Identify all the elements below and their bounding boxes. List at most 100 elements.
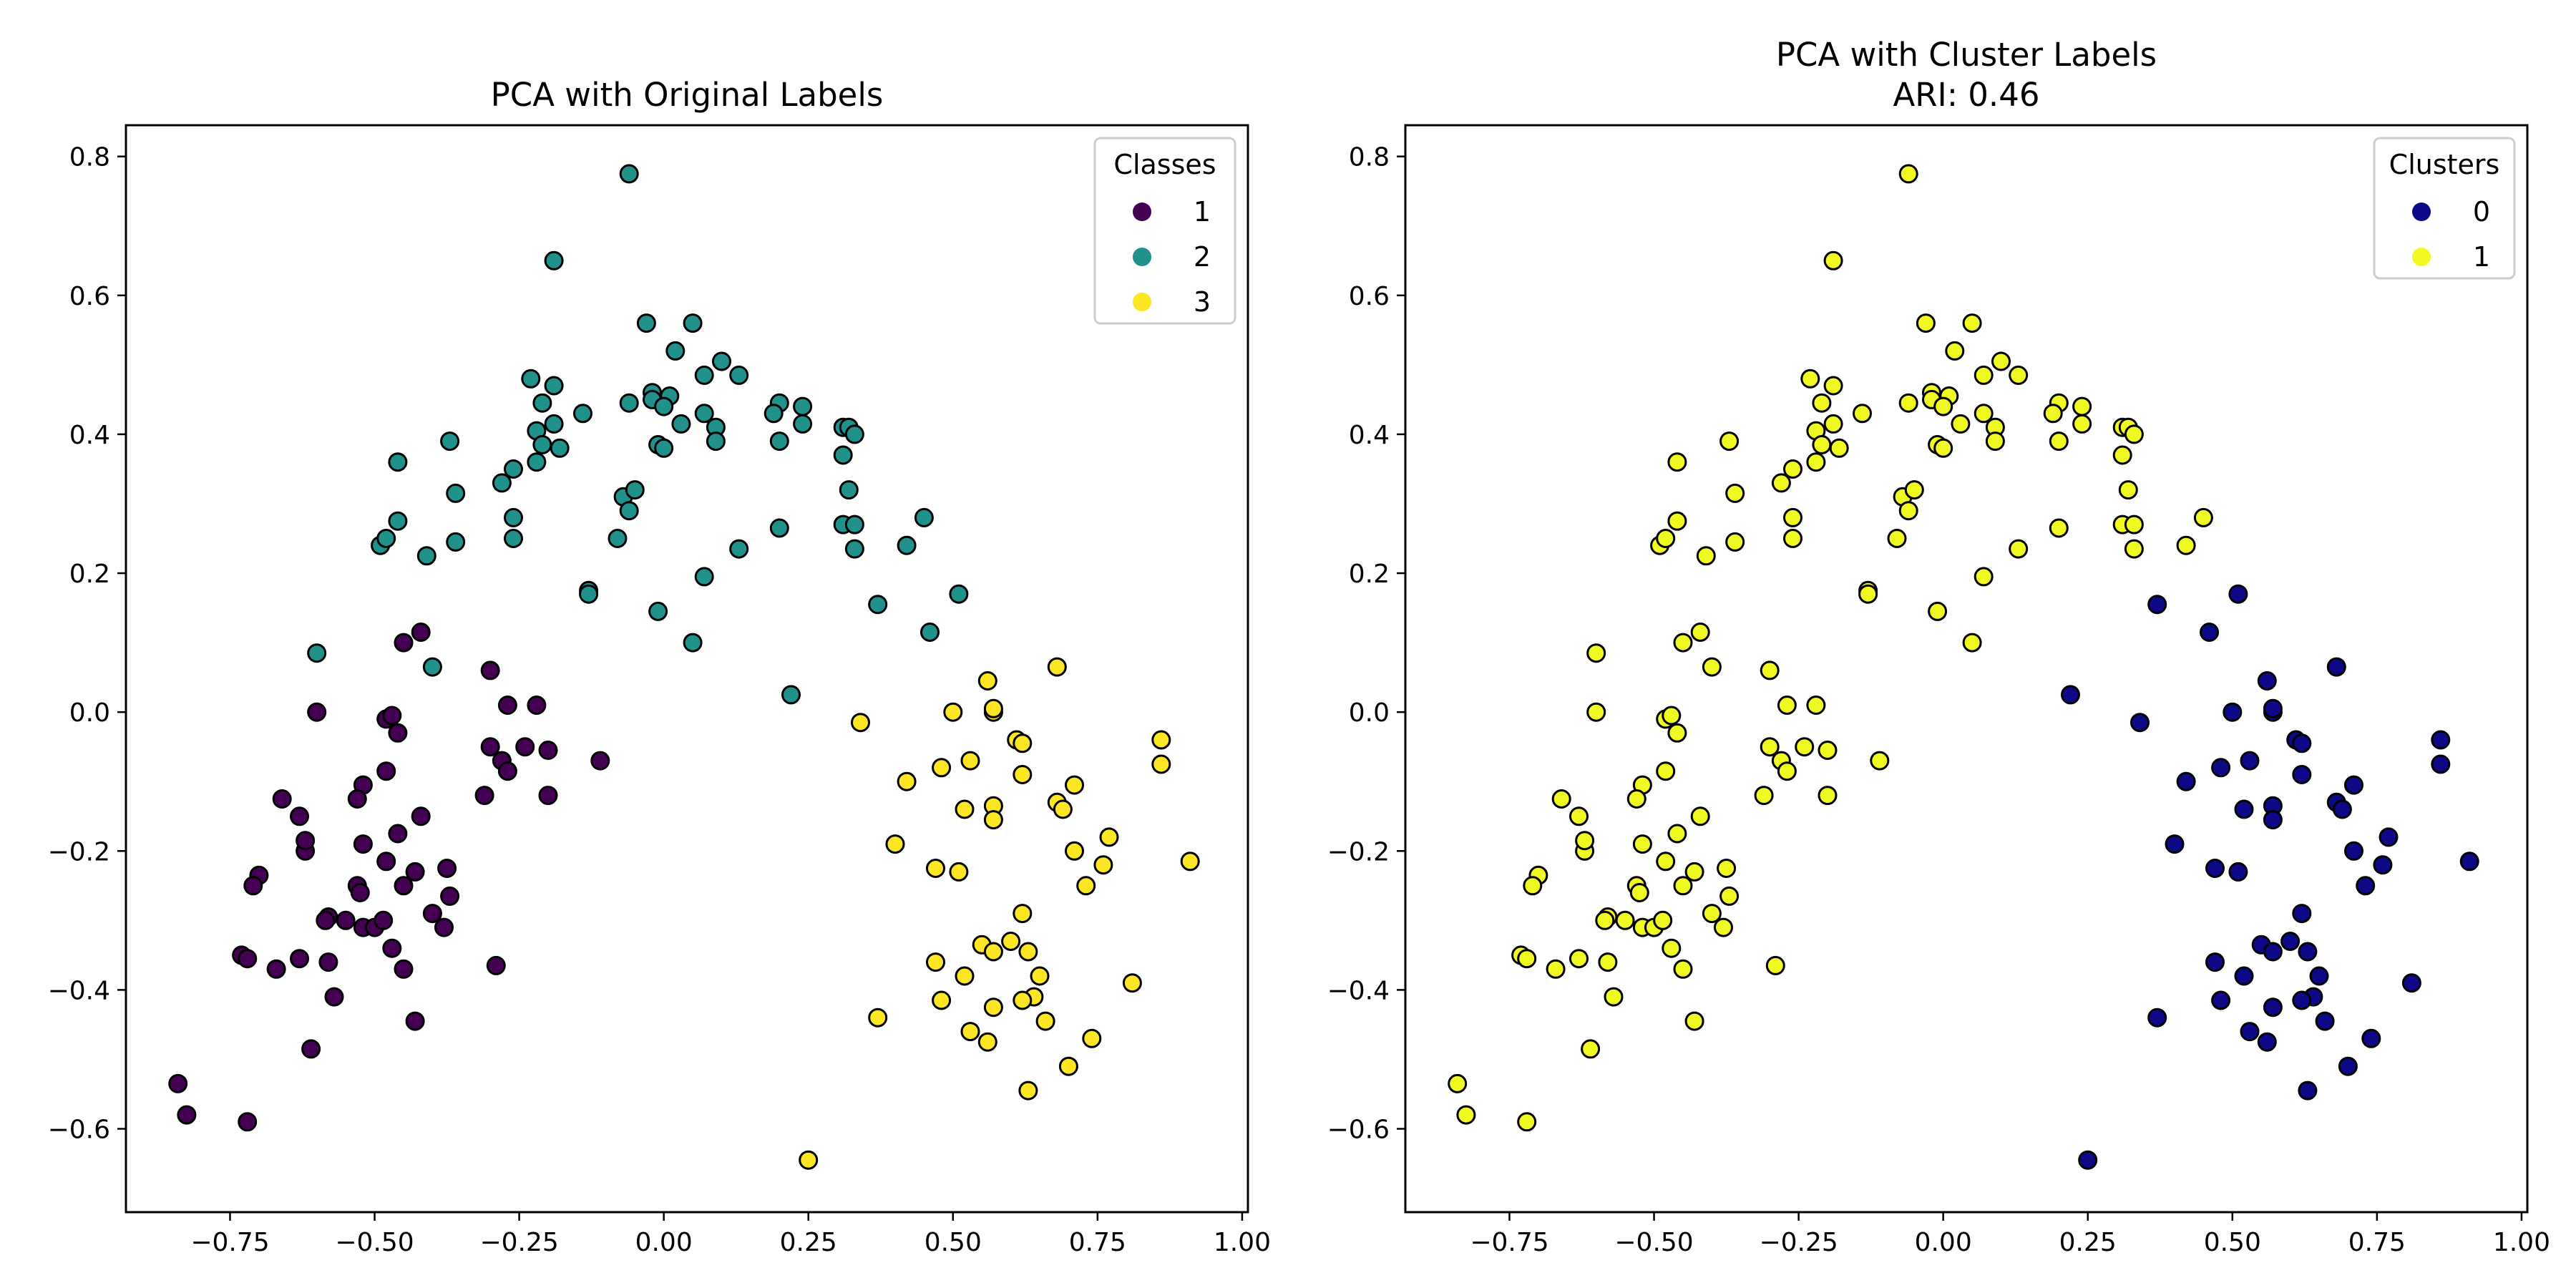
scatter-point-series-0 — [2205, 952, 2225, 972]
scatter-point-series-3 — [983, 698, 1003, 718]
scatter-point-series-1 — [168, 1073, 188, 1093]
scatter-point-series-1 — [1870, 751, 1890, 771]
scatter-point-series-0 — [2234, 966, 2254, 986]
scatter-point-series-1 — [1546, 959, 1566, 979]
scatter-point-series-1 — [1662, 706, 1682, 726]
scatter-point-series-1 — [1765, 955, 1785, 975]
scatter-point-series-3 — [960, 751, 980, 771]
x-tick-label: 0.75 — [2348, 1228, 2406, 1257]
scatter-point-series-1 — [1829, 438, 1849, 458]
scatter-point-series-1 — [1604, 987, 1624, 1007]
scatter-point-series-2 — [532, 435, 552, 454]
subplot-title: PCA with Cluster Labels — [1776, 36, 2157, 74]
scatter-point-series-2 — [492, 473, 512, 493]
scatter-point-series-0 — [2459, 852, 2479, 872]
scatter-point-series-1 — [1898, 164, 1918, 184]
scatter-point-series-1 — [1581, 1039, 1601, 1059]
scatter-point-series-1 — [2009, 539, 2029, 559]
scatter-point-series-2 — [897, 535, 917, 555]
x-tick-label: 0.75 — [1069, 1228, 1126, 1257]
scatter-point-series-1 — [2043, 404, 2063, 424]
scatter-point-series-0 — [2240, 751, 2260, 771]
scatter-point-series-1 — [1702, 657, 1722, 677]
scatter-point-series-2 — [920, 623, 940, 642]
y-axis-ticks: −0.6 −0.4 −0.2 0.0 0.2 0.4 0.6 0.8 — [48, 143, 126, 1145]
scatter-point-series-0 — [2165, 834, 2185, 854]
scatter-point-series-1 — [1806, 452, 1826, 472]
scatter-point-series-1 — [590, 751, 610, 771]
scatter-point-series-3 — [960, 1022, 980, 1042]
scatter-point-series-0 — [2205, 859, 2225, 878]
scatter-point-series-3 — [983, 810, 1003, 830]
x-tick-label: 0.25 — [2059, 1228, 2117, 1257]
legend-box — [2373, 137, 2516, 280]
scatter-point-series-2 — [844, 514, 864, 535]
y-tick-label: −0.6 — [48, 1116, 110, 1145]
x-tick-label: −0.75 — [1470, 1228, 1548, 1257]
scatter-point-series-2 — [671, 414, 691, 434]
scatter-point-series-1 — [1690, 806, 1710, 826]
scatter-point-series-1 — [497, 696, 517, 715]
scatter-point-series-1 — [1714, 917, 1733, 937]
scatter-point-series-2 — [844, 424, 864, 444]
scatter-point-series-1 — [1974, 365, 1994, 385]
scatter-point-series-2 — [683, 633, 703, 653]
scatter-point-series-3 — [1018, 1080, 1038, 1101]
scatter-point-series-1 — [1760, 660, 1780, 680]
scatter-point-series-0 — [2292, 904, 2312, 924]
scatter-point-series-1 — [411, 806, 431, 826]
scatter-point-series-2 — [793, 414, 813, 434]
scatter-point-series-1 — [1719, 886, 1740, 906]
scatter-point-series-3 — [1053, 799, 1073, 819]
scatter-point-series-2 — [504, 529, 523, 548]
scatter-point-series-1 — [350, 883, 370, 902]
scatter-point-series-1 — [538, 741, 558, 760]
scatter-point-series-3 — [1151, 730, 1171, 750]
scatter-point-series-1 — [1598, 952, 1618, 972]
scatter-point-series-1 — [394, 959, 414, 979]
scatter-point-series-1 — [266, 959, 286, 979]
scatter-point-series-1 — [1667, 824, 1687, 844]
scatter-point-series-1 — [307, 702, 327, 722]
x-tick-label: −0.50 — [1614, 1228, 1693, 1257]
scatter-point-series-1 — [1569, 949, 1589, 969]
subplot-title: PCA with Original Labels — [491, 76, 884, 114]
scatter-point-series-0 — [2332, 799, 2352, 819]
scatter-point-series-1 — [1629, 883, 1649, 902]
scatter-point-series-3 — [1151, 754, 1171, 774]
scatter-point-series-1 — [1667, 452, 1687, 472]
scatter-point-series-1 — [1569, 806, 1589, 826]
legend: Classes 1 2 3 — [1093, 137, 1236, 325]
x-axis-ticks: −0.75 −0.50 −0.25 0.00 0.25 0.50 0.75 1.00 — [190, 1212, 1271, 1257]
scatter-point-series-0 — [2263, 997, 2283, 1018]
scatter-point-series-1 — [347, 789, 367, 809]
y-tick-label: 0.2 — [1349, 560, 1390, 589]
scatter-point-series-1 — [1771, 473, 1791, 493]
scatter-point-series-2 — [544, 376, 564, 396]
scatter-point-series-1 — [1898, 501, 1918, 521]
legend: Clusters 01 — [2373, 137, 2516, 280]
legend-marker — [2412, 203, 2431, 221]
scatter-point-series-0 — [2280, 932, 2301, 951]
scatter-point-series-3 — [943, 702, 963, 722]
scatter-point-series-1 — [480, 660, 500, 680]
scatter-point-series-1 — [382, 938, 402, 958]
scatter-point-series-1 — [1823, 376, 1843, 396]
scatter-point-series-1 — [1667, 723, 1687, 743]
scatter-point-series-1 — [1656, 529, 1676, 548]
scatter-point-series-3 — [932, 990, 952, 1010]
scatter-point-series-3 — [799, 1150, 819, 1170]
scatter-point-series-1 — [1916, 313, 1936, 333]
scatter-point-series-1 — [1887, 529, 1907, 548]
scatter-point-series-0 — [2240, 1022, 2260, 1042]
y-tick-label: −0.2 — [1327, 837, 1390, 867]
x-tick-label: 0.00 — [1915, 1228, 1972, 1257]
scatter-point-series-1 — [1933, 438, 1953, 458]
scatter-point-series-1 — [1696, 546, 1716, 566]
scatter-point-series-1 — [2072, 396, 2092, 416]
scatter-point-series-3 — [949, 862, 969, 882]
scatter-point-series-2 — [619, 164, 639, 184]
scatter-point-series-2 — [654, 438, 674, 458]
scatter-point-series-2 — [422, 657, 442, 677]
scatter-point-series-2 — [527, 452, 547, 472]
